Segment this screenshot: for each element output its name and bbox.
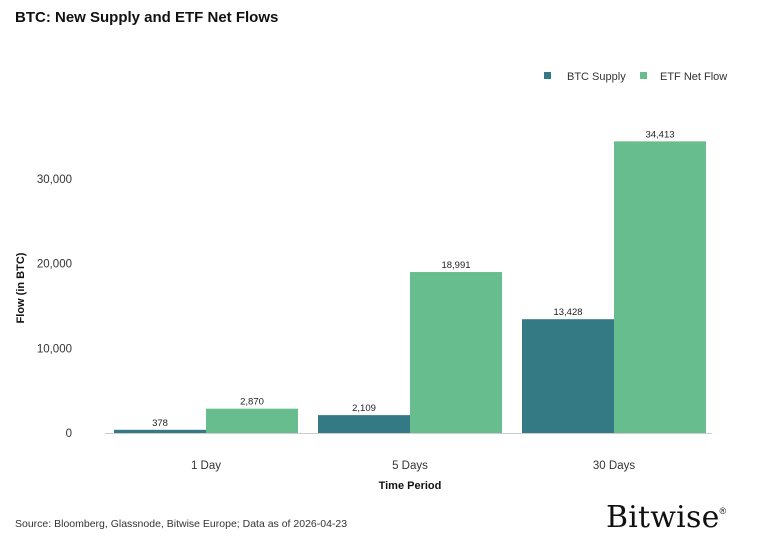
- data-label: 13,428: [553, 307, 582, 318]
- data-label: 2,870: [240, 397, 264, 408]
- x-tick-label: 5 Days: [392, 460, 428, 472]
- data-labels: 378 2,870 2,109 18,991 13,428 34,413: [152, 129, 674, 428]
- legend-swatch: [544, 72, 551, 79]
- bar-btc-supply: [114, 429, 206, 433]
- bar-btc-supply: [318, 415, 410, 433]
- registered-mark: ®: [719, 506, 727, 516]
- x-tick-label: 1 Day: [191, 460, 221, 472]
- data-label: 34,413: [645, 129, 674, 140]
- x-axis-title: Time Period: [379, 480, 442, 492]
- legend-swatch: [640, 72, 647, 79]
- bar-etf-net-flow: [614, 141, 706, 433]
- y-tick-label: 20,000: [37, 259, 72, 271]
- data-label: 378: [152, 418, 168, 429]
- y-tick-label: 30,000: [37, 174, 72, 186]
- source-note: Source: Bloomberg, Glassnode, Bitwise Eu…: [15, 518, 348, 530]
- bar-etf-net-flow: [206, 408, 298, 433]
- bar-btc-supply: [522, 319, 614, 433]
- data-label: 18,991: [441, 260, 470, 271]
- data-label: 2,109: [352, 403, 376, 414]
- y-axis-title: Flow (in BTC): [15, 252, 27, 323]
- legend-label: BTC Supply: [567, 71, 626, 83]
- legend-label: ETF Net Flow: [660, 71, 727, 83]
- chart-title: BTC: New Supply and ETF Net Flows: [15, 9, 279, 26]
- y-axis-ticks: 0 10,000 20,000 30,000: [37, 174, 72, 440]
- brand-name: Bitwise: [606, 500, 720, 535]
- bar-etf-net-flow: [410, 272, 502, 433]
- x-axis-ticks: 1 Day 5 Days 30 Days: [191, 460, 635, 472]
- bitwise-logo: Bitwise®: [606, 500, 726, 535]
- bars: [114, 141, 706, 433]
- x-tick-label: 30 Days: [593, 460, 635, 472]
- legend: BTC Supply ETF Net Flow: [544, 71, 727, 83]
- y-tick-label: 10,000: [37, 343, 72, 355]
- y-tick-label: 0: [66, 428, 72, 440]
